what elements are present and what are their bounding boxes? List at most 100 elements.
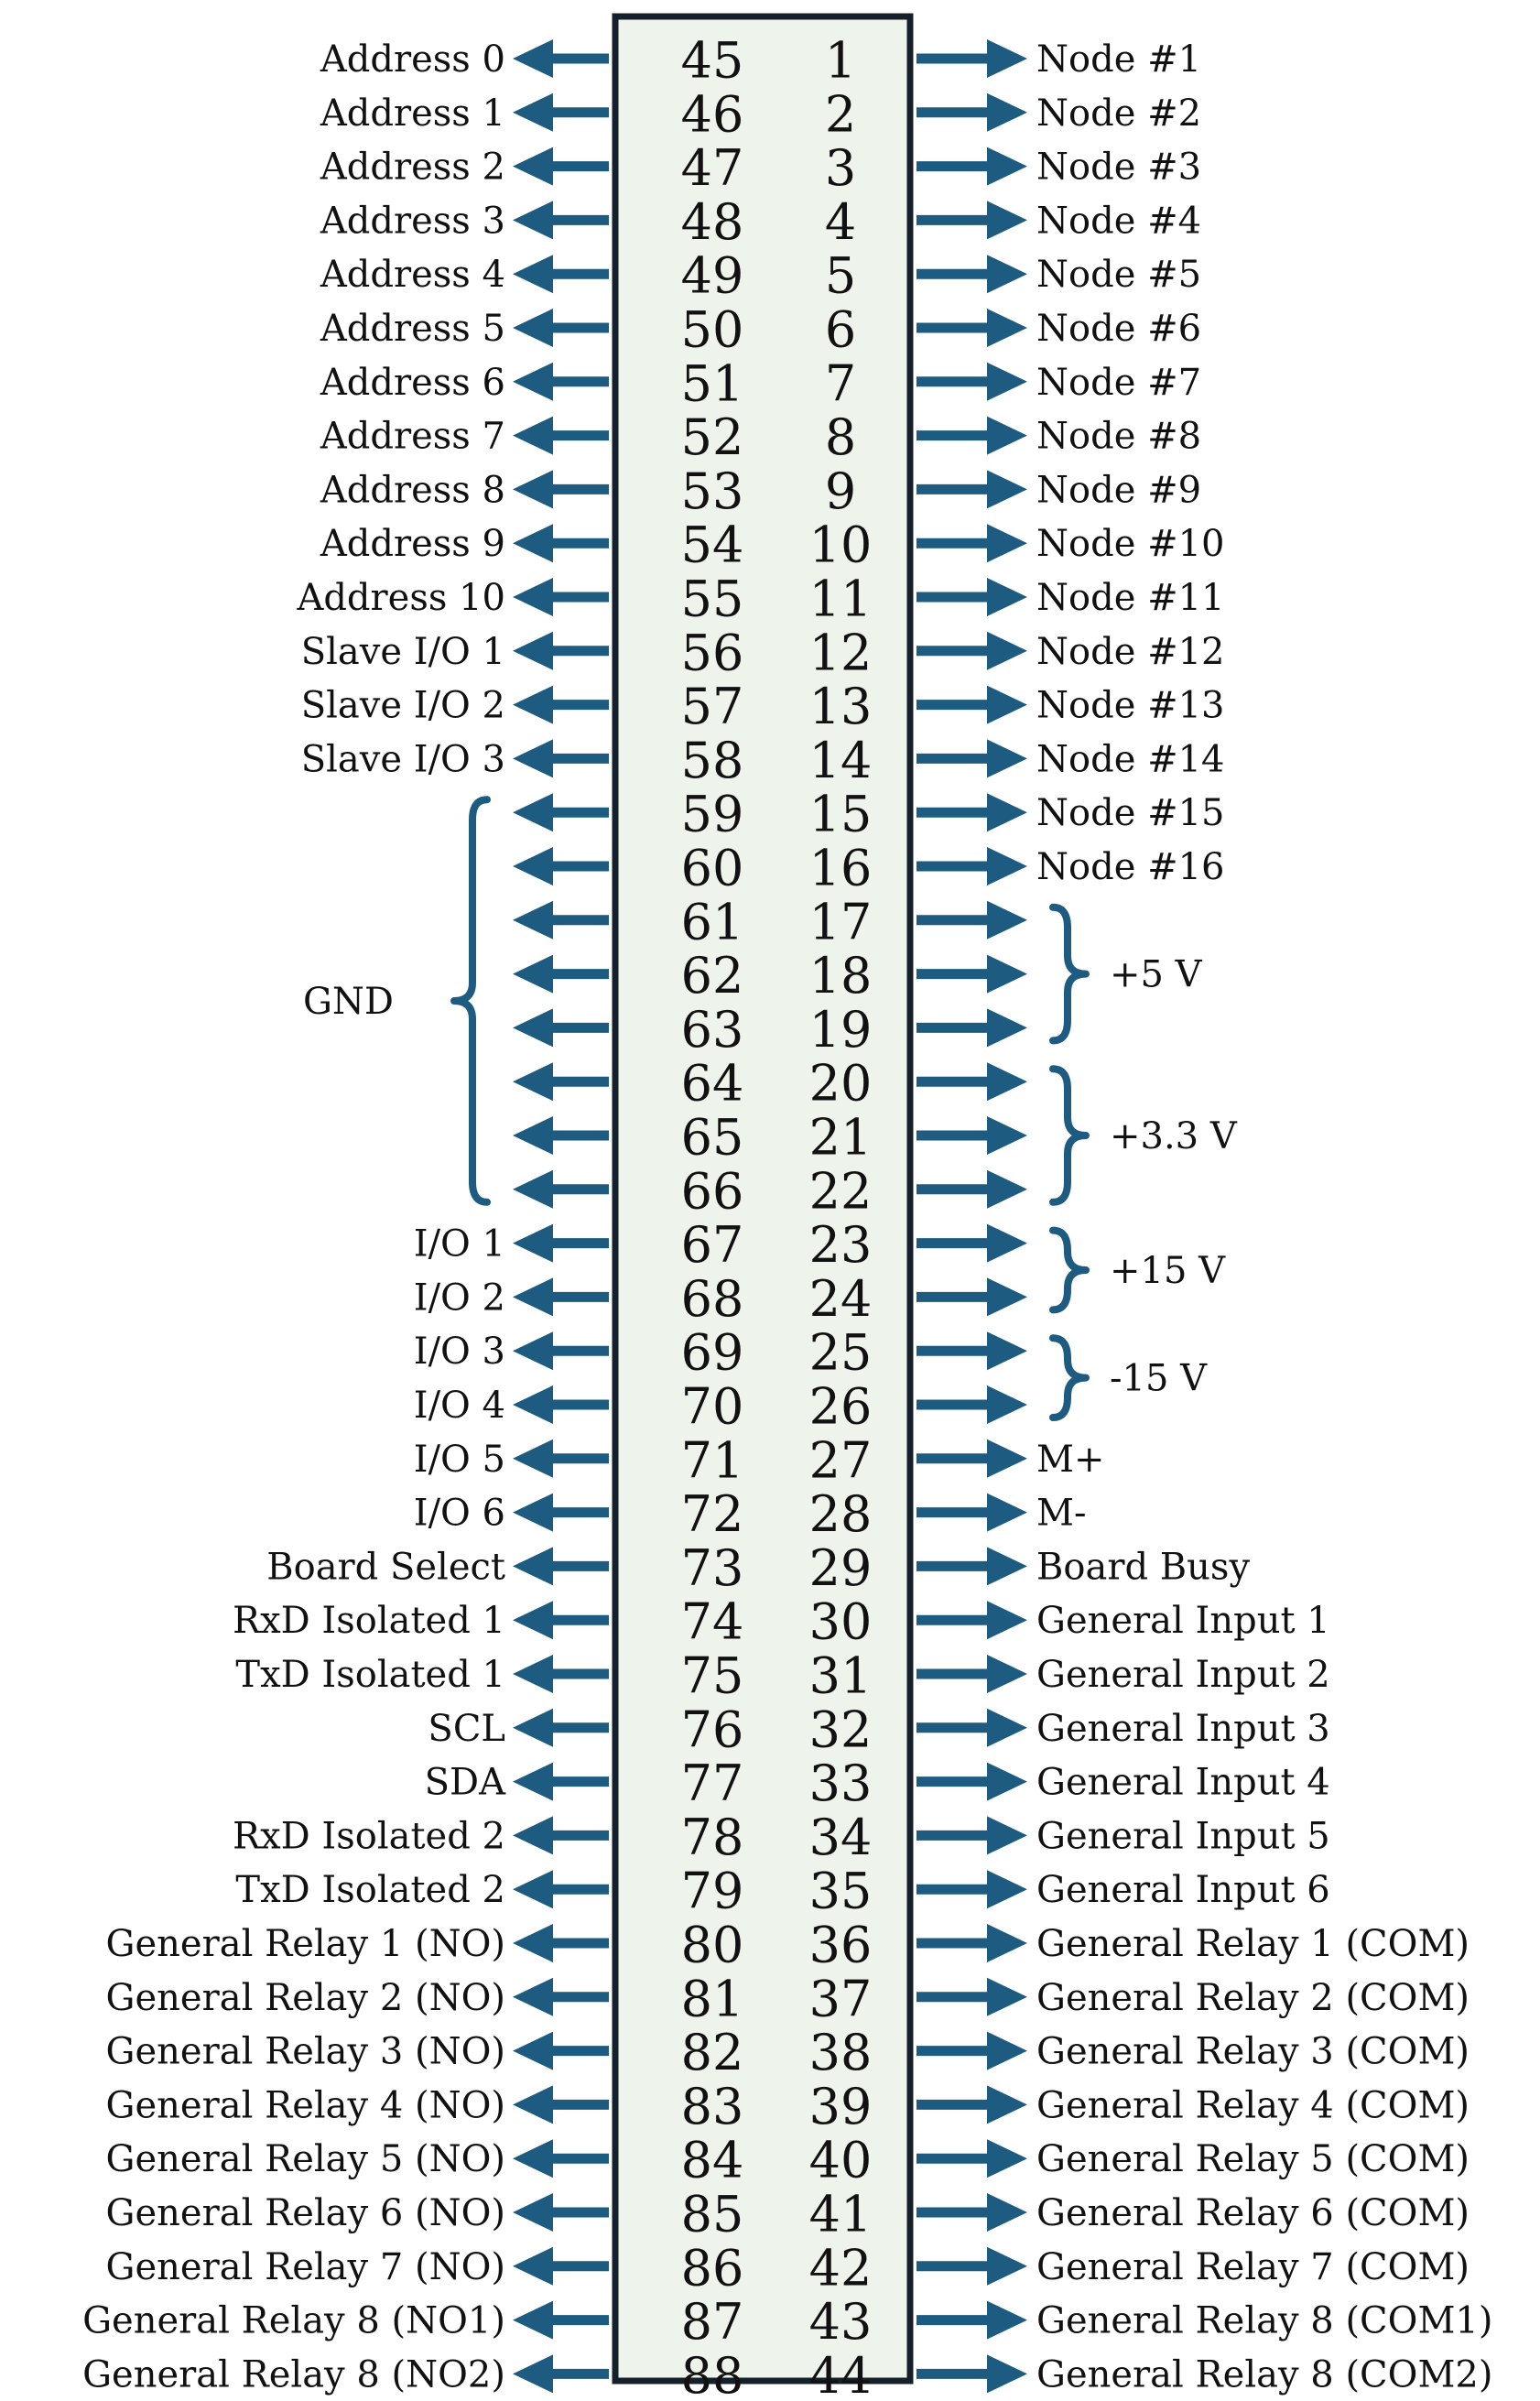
right-group-label: +15 V bbox=[1110, 1250, 1226, 1292]
right-arrow-icon bbox=[916, 1601, 1027, 1640]
right-signal-label: Node #2 bbox=[1036, 92, 1201, 135]
pin-number-right: 31 bbox=[809, 1647, 873, 1705]
left-arrow-icon bbox=[513, 1116, 609, 1155]
pin-number-right: 42 bbox=[809, 2239, 873, 2297]
pin-number-left: 50 bbox=[681, 301, 744, 359]
pin-number-right: 26 bbox=[809, 1378, 873, 1436]
right-signal-label: General Input 3 bbox=[1036, 1708, 1330, 1750]
pin-number-left: 72 bbox=[681, 1485, 744, 1543]
left-arrow-icon bbox=[513, 631, 609, 670]
right-arrow-icon bbox=[916, 1277, 1027, 1317]
pin-number-left: 47 bbox=[681, 139, 744, 197]
left-arrow-icon bbox=[513, 2354, 609, 2394]
right-signal-label: General Input 5 bbox=[1036, 1815, 1330, 1857]
pin-number-right: 4 bbox=[825, 193, 856, 251]
right-arrow-icon bbox=[916, 524, 1027, 563]
right-arrow-icon bbox=[916, 900, 1027, 940]
right-signal-label: Node #5 bbox=[1036, 254, 1201, 296]
left-signal-label: Address 6 bbox=[320, 362, 505, 404]
left-signal-label: Address 9 bbox=[320, 523, 505, 565]
right-group-brace-icon bbox=[1049, 1334, 1090, 1421]
left-arrow-icon bbox=[513, 847, 609, 885]
left-arrow-icon bbox=[513, 1439, 609, 1478]
left-arrow-icon bbox=[513, 1385, 609, 1424]
pin-number-right: 2 bbox=[825, 85, 856, 143]
pin-number-right: 35 bbox=[809, 1863, 873, 1920]
left-signal-label: General Relay 1 (NO) bbox=[106, 1923, 505, 1965]
right-signal-label: General Input 2 bbox=[1036, 1654, 1330, 1696]
pin-number-left: 73 bbox=[681, 1539, 744, 1597]
pin-number-left: 65 bbox=[681, 1109, 744, 1167]
pin-number-right: 29 bbox=[809, 1539, 873, 1597]
pin-number-right: 11 bbox=[809, 570, 873, 628]
left-arrow-icon bbox=[513, 2300, 609, 2340]
pin-number-left: 67 bbox=[681, 1216, 744, 1274]
right-arrow-icon bbox=[916, 1331, 1027, 1371]
pin-number-left: 66 bbox=[681, 1162, 744, 1220]
left-arrow-icon bbox=[513, 1708, 609, 1747]
right-arrow-icon bbox=[916, 1762, 1027, 1801]
right-arrow-icon bbox=[916, 1924, 1027, 1962]
right-arrow-icon bbox=[916, 1655, 1027, 1693]
right-arrow-icon bbox=[916, 1816, 1027, 1855]
left-signal-label: I/O 1 bbox=[414, 1223, 505, 1266]
left-arrow-icon bbox=[513, 1655, 609, 1693]
pin-number-left: 79 bbox=[681, 1863, 744, 1920]
left-arrow-icon bbox=[513, 362, 609, 401]
pin-number-right: 17 bbox=[809, 893, 873, 951]
left-arrow-icon bbox=[513, 1331, 609, 1371]
right-signal-label: Node #10 bbox=[1036, 523, 1225, 565]
right-signal-label: General Relay 6 (COM) bbox=[1036, 2192, 1470, 2234]
pin-number-right: 33 bbox=[809, 1755, 873, 1812]
pin-number-right: 28 bbox=[809, 1485, 873, 1543]
pin-number-left: 83 bbox=[681, 2078, 744, 2135]
right-arrow-icon bbox=[916, 1708, 1027, 1747]
left-arrow-icon bbox=[513, 1277, 609, 1317]
pin-number-left: 85 bbox=[681, 2186, 744, 2243]
pin-number-left: 71 bbox=[681, 1431, 744, 1489]
left-signal-label: Address 10 bbox=[296, 577, 505, 619]
pin-number-left: 57 bbox=[681, 678, 744, 735]
right-group-label: -15 V bbox=[1110, 1358, 1208, 1400]
pin-number-right: 37 bbox=[809, 1970, 873, 2027]
left-signal-label: Slave I/O 2 bbox=[301, 685, 505, 727]
left-group-brace-icon bbox=[450, 796, 491, 1206]
right-group-label: +3.3 V bbox=[1110, 1115, 1238, 1157]
pin-number-left: 76 bbox=[681, 1700, 744, 1758]
group-brace-group: GND +5 V +3.3 V +15 V -15 V bbox=[303, 796, 1238, 1421]
left-arrow-icon bbox=[513, 201, 609, 240]
right-group-label: +5 V bbox=[1110, 954, 1203, 996]
left-arrow-icon bbox=[513, 900, 609, 940]
left-signal-label: General Relay 8 (NO1) bbox=[82, 2300, 505, 2342]
left-arrow-icon bbox=[513, 739, 609, 778]
right-arrow-icon bbox=[916, 1870, 1027, 1909]
right-signal-label: Node #6 bbox=[1036, 308, 1201, 350]
right-arrow-icon bbox=[916, 793, 1027, 832]
right-arrow-icon bbox=[916, 578, 1027, 616]
pin-number-right: 14 bbox=[809, 732, 873, 789]
pin-number-left: 63 bbox=[681, 1001, 744, 1059]
pin-number-left: 48 bbox=[681, 193, 744, 251]
left-arrow-icon bbox=[513, 2139, 609, 2178]
left-arrow-icon bbox=[513, 1924, 609, 1962]
pin-number-right: 36 bbox=[809, 1917, 873, 1974]
left-signal-label: General Relay 2 (NO) bbox=[106, 1977, 505, 2019]
right-signal-label: General Relay 1 (COM) bbox=[1036, 1923, 1470, 1965]
left-arrow-icon bbox=[513, 1169, 609, 1209]
right-arrow-icon bbox=[916, 201, 1027, 240]
left-signal-label: General Relay 6 (NO) bbox=[106, 2192, 505, 2234]
pin-number-right: 34 bbox=[809, 1809, 873, 1866]
left-signal-label: I/O 5 bbox=[414, 1439, 505, 1481]
left-arrow-icon bbox=[513, 147, 609, 186]
pin-number-right: 18 bbox=[809, 947, 873, 1005]
left-arrow-icon bbox=[513, 2246, 609, 2286]
pin-number-left: 62 bbox=[681, 947, 744, 1005]
pin-number-left: 87 bbox=[681, 2293, 744, 2351]
pin-number-left: 75 bbox=[681, 1647, 744, 1705]
left-arrow-icon bbox=[513, 1870, 609, 1909]
right-arrow-icon bbox=[916, 1547, 1027, 1586]
right-arrow-icon bbox=[916, 1493, 1027, 1532]
right-signal-label: Node #14 bbox=[1036, 738, 1225, 780]
pin-number-right: 21 bbox=[809, 1109, 873, 1167]
